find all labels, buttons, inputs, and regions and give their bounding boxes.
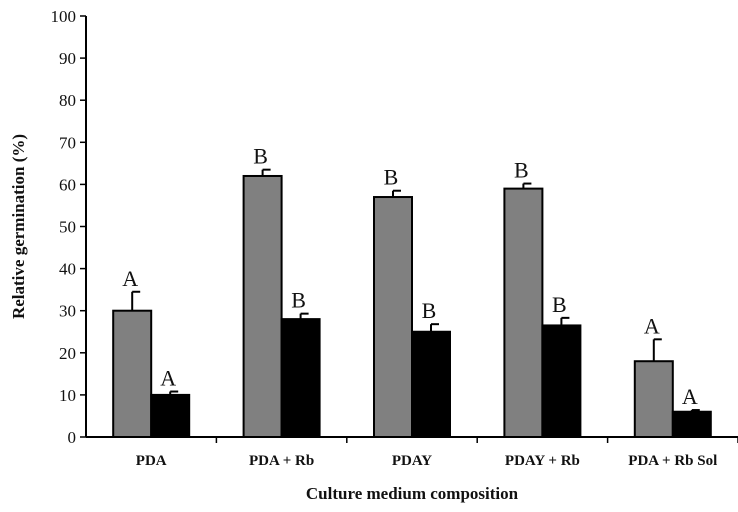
bar-series-1-3 bbox=[503, 187, 544, 438]
significance-letter: B bbox=[384, 165, 399, 190]
bar-series-2-2 bbox=[411, 330, 451, 438]
x-axis-title: Culture medium composition bbox=[306, 484, 519, 503]
significance-letter: B bbox=[422, 298, 437, 323]
y-tick-label: 10 bbox=[59, 386, 76, 405]
x-category-label: PDA + Rb Sol bbox=[628, 453, 717, 469]
x-category-label: PDA + Rb bbox=[249, 453, 314, 469]
significance-letter: A bbox=[160, 366, 176, 391]
significance-letter: A bbox=[682, 384, 698, 409]
bar-series-2-1 bbox=[280, 318, 321, 438]
y-axis-ticks: 0 10 20 30 40 50 60 70 80 90 100 bbox=[51, 7, 86, 447]
error-bars bbox=[131, 168, 700, 412]
bar-series-2-3 bbox=[541, 324, 582, 438]
y-tick-label: 50 bbox=[59, 218, 76, 237]
significance-letter: B bbox=[291, 288, 306, 313]
significance-letters: A A B B B B B B A A bbox=[122, 144, 698, 409]
bars bbox=[112, 174, 712, 439]
bar-series-1-2 bbox=[373, 196, 413, 438]
significance-letter: A bbox=[644, 313, 660, 338]
bar-series-1-4 bbox=[633, 360, 674, 438]
bar-series-2-4 bbox=[671, 410, 712, 438]
significance-letter: B bbox=[514, 158, 529, 183]
significance-letter: B bbox=[253, 144, 268, 169]
x-axis-categories: PDA PDA + Rb PDAY PDAY + Rb PDA + Rb Sol bbox=[136, 437, 738, 469]
y-tick-label: 40 bbox=[59, 260, 76, 279]
bar-series-1-1 bbox=[242, 174, 283, 438]
x-category-label: PDAY + Rb bbox=[505, 453, 580, 469]
x-category-label: PDA bbox=[136, 453, 167, 469]
y-tick-label: 80 bbox=[59, 91, 76, 110]
significance-letter: B bbox=[552, 292, 567, 317]
bar-series-1-0 bbox=[112, 309, 153, 439]
y-tick-label: 60 bbox=[59, 175, 76, 194]
y-tick-label: 90 bbox=[59, 49, 76, 68]
y-tick-label: 0 bbox=[68, 428, 77, 447]
y-tick-label: 100 bbox=[51, 7, 77, 26]
y-tick-label: 70 bbox=[59, 133, 76, 152]
bar-series-2-0 bbox=[150, 393, 191, 438]
significance-letter: A bbox=[122, 266, 138, 291]
y-tick-label: 20 bbox=[59, 344, 76, 363]
x-category-label: PDAY bbox=[392, 453, 432, 469]
y-tick-label: 30 bbox=[59, 302, 76, 321]
y-axis-title: Relative germination (%) bbox=[9, 134, 28, 319]
